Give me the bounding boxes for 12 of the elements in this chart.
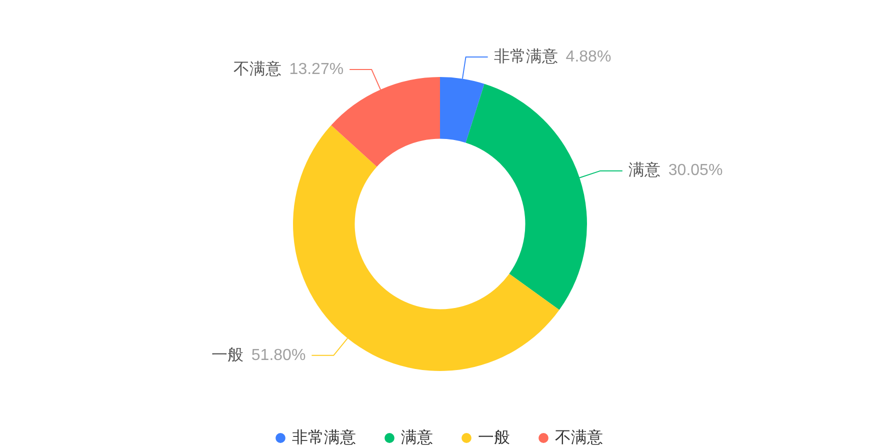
legend-label: 一般 [478, 429, 510, 446]
data-label: 13.27% [289, 60, 344, 78]
slice-label: 满意 [628, 161, 660, 180]
slice-label: 不满意 [233, 60, 282, 78]
legend-label: 非常满意 [292, 428, 356, 446]
legend-label: 不满意 [555, 428, 603, 446]
data-label: 4.88% [566, 48, 612, 66]
legend-label: 满意 [401, 428, 433, 446]
data-label: 30.05% [668, 162, 723, 180]
data-label: 51.80% [251, 346, 306, 364]
slice-label: 非常满意 [494, 47, 558, 66]
slice-label: 一般 [211, 346, 244, 364]
